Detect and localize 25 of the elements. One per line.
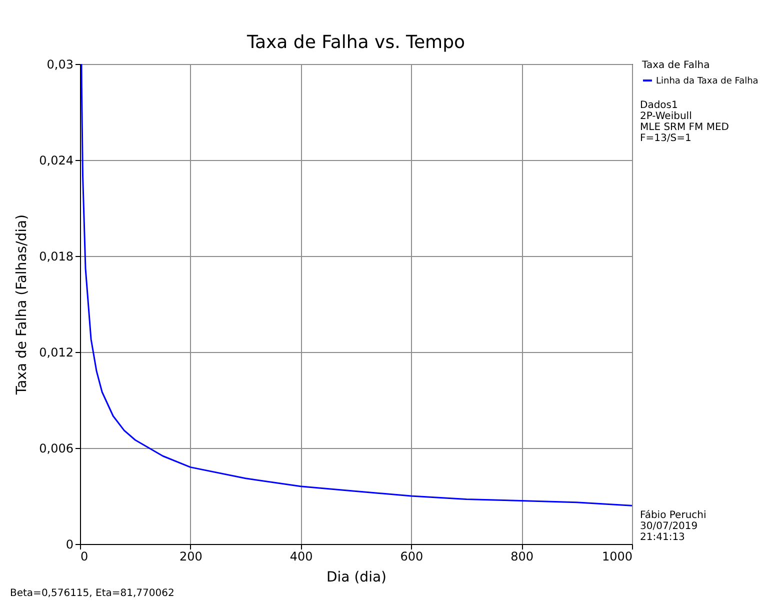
text: Beta=0,576115, Eta=81,770062 xyxy=(10,588,174,599)
y-tick-label: 0,024 xyxy=(39,154,74,168)
text: 21:41:13 xyxy=(640,532,685,543)
text: Fábio Peruchi xyxy=(640,510,706,521)
text: F=13/S=1 xyxy=(640,133,692,144)
y-tick-label: 0,03 xyxy=(46,58,74,72)
x-tick-label: 400 xyxy=(290,550,313,564)
x-axis-title: Dia (dia) xyxy=(326,570,386,586)
legend-label: Linha da Taxa de Falha xyxy=(656,76,758,86)
x-tick-label: 600 xyxy=(400,550,424,564)
y-tick-label: 0,006 xyxy=(39,442,74,456)
y-tick-label: 0 xyxy=(66,538,74,552)
chart-title: Taxa de Falha vs. Tempo xyxy=(246,32,466,53)
x-tick-label: 1000 xyxy=(602,550,632,564)
text: MLE SRM FM MED xyxy=(640,122,730,133)
x-tick-label: 0 xyxy=(80,550,88,564)
legend-title: Taxa de Falha xyxy=(641,60,710,71)
text: 2P-Weibull xyxy=(640,111,692,122)
x-tick-label: 200 xyxy=(179,550,202,564)
x-tick-label: 800 xyxy=(510,550,534,564)
y-tick-label: 0,018 xyxy=(39,250,74,264)
text: 30/07/2019 xyxy=(640,521,698,532)
text: Dados1 xyxy=(640,100,678,111)
y-tick-label: 0,012 xyxy=(39,346,74,360)
y-axis-title: Taxa de Falha (Falhas/dia) xyxy=(14,214,30,396)
